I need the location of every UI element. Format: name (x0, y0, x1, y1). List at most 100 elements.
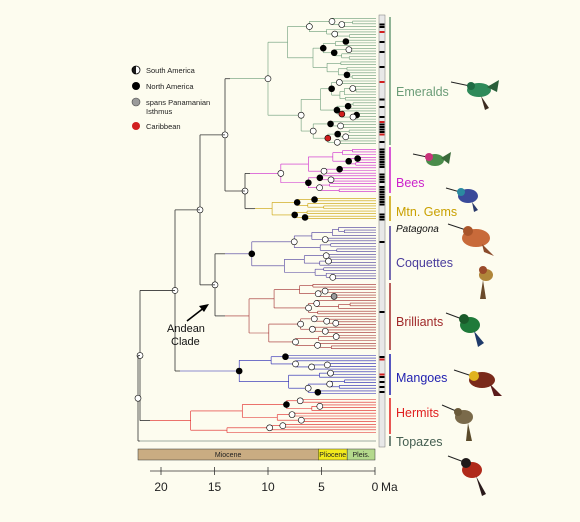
tree-node (290, 238, 298, 246)
tree-node (327, 176, 335, 184)
tree-node (297, 111, 305, 119)
tree-node (316, 403, 324, 410)
tree-node (314, 388, 322, 396)
tree-node (324, 134, 332, 142)
tree-node (328, 18, 336, 25)
andean-clade-annotation: Andean Clade (167, 304, 209, 348)
tree-node (283, 401, 290, 408)
tree-node (322, 252, 330, 259)
tree-node (354, 155, 361, 162)
tree-node (235, 367, 243, 375)
epoch-bar-2 (346, 448, 376, 461)
tree-node (277, 170, 285, 177)
tree-node (323, 317, 331, 325)
tree-node (342, 133, 350, 141)
clade-label-mangoes: Mangoes (396, 371, 447, 385)
tree-node (327, 369, 334, 377)
tree-node (338, 110, 346, 118)
tree-node (313, 300, 321, 307)
tree-node (308, 363, 315, 371)
genus-label-patagona: Patagona (396, 224, 439, 235)
tree-node (305, 179, 312, 187)
tree-node (327, 120, 334, 128)
tree-node (314, 342, 321, 349)
tree-node (309, 325, 316, 333)
tree-node (332, 319, 340, 327)
legend: South America North America spans Panama… (131, 65, 210, 131)
tree-node (266, 424, 273, 432)
tree-node (309, 127, 317, 135)
clade-label-hermits: Hermits (396, 406, 439, 420)
tree-node (321, 287, 329, 295)
tree-node (316, 184, 323, 192)
tree-node (336, 165, 343, 173)
tree-node (311, 196, 318, 203)
tree-node (334, 130, 341, 138)
tree-node (321, 236, 329, 243)
tree-node (301, 214, 309, 221)
legend-label-south-america: South America (146, 66, 196, 75)
arrow-icon (199, 304, 209, 312)
tree-node (349, 85, 357, 92)
hummingbird-brilliant-icon (445, 312, 484, 347)
hummingbird-topaz-icon (447, 455, 486, 496)
tick-label-4: 0 (372, 480, 379, 494)
legend-label-panama: spans Panamanian Isthmus (146, 98, 210, 116)
tree-node (326, 380, 334, 388)
legend-label-caribbean: Caribbean (146, 122, 181, 131)
tree-node (333, 106, 341, 114)
tree-node (342, 38, 350, 45)
hummingbird-patagona-icon (447, 223, 494, 256)
tree-node (324, 361, 331, 369)
time-axis: Miocene Pliocene Pleis. 20 15 10 5 0 Ma (137, 448, 398, 494)
legend-item-caribbean: Caribbean (132, 122, 181, 131)
epoch-label-2: Pleis. (353, 452, 370, 459)
tree-node (345, 157, 353, 165)
tick-label-1: 15 (208, 480, 222, 494)
axis-unit: Ma (381, 480, 398, 494)
epoch-label-0: Miocene (215, 452, 242, 459)
hummingbird-mtngem-icon (445, 187, 478, 212)
hummingbird-bee-icon (412, 152, 451, 166)
tree-node (332, 333, 340, 340)
tick-label-2: 10 (261, 480, 275, 494)
hummingbird-hermit-icon (441, 404, 473, 441)
tree-node (330, 49, 338, 57)
tree-node (306, 23, 313, 30)
tree-node (282, 353, 289, 361)
andean-clade-label: Andean Clade (167, 323, 205, 348)
tree-node (310, 315, 318, 323)
tree-node (329, 273, 337, 281)
tree-node (296, 397, 304, 405)
tree-node (325, 257, 332, 265)
tree-node (330, 293, 338, 300)
tree-node (264, 75, 272, 83)
tree-node (333, 138, 341, 146)
clade-label-mtn-gems: Mtn. Gems (396, 205, 457, 219)
tree-node (331, 30, 339, 38)
clade-label-topazes: Topazes (396, 435, 443, 449)
clade-label-bees: Bees (396, 176, 425, 190)
tree-node (297, 416, 305, 424)
legend-item-south-america: South America (131, 65, 196, 75)
tree-node (316, 174, 324, 182)
tip-region-strip (378, 14, 386, 448)
legend-item-north-america: North America (132, 82, 194, 91)
tree-node (288, 411, 296, 418)
tree-node (292, 360, 299, 368)
epoch-label-1: Pliocene (319, 452, 346, 459)
legend-label-north-america: North America (146, 82, 194, 91)
tree-node (248, 250, 256, 258)
tree-node (305, 304, 312, 312)
tree-node (279, 422, 287, 429)
tree-node (336, 79, 343, 86)
clade-label-emeralds: Emeralds (396, 85, 449, 99)
phylogenetic-tree (134, 18, 376, 442)
tree-node (320, 167, 328, 175)
tree-node (328, 85, 335, 93)
tree-node (304, 384, 312, 392)
tick-label-0: 20 (154, 480, 168, 494)
tree-node (345, 46, 353, 53)
hummingbird-emerald-icon (450, 80, 499, 110)
